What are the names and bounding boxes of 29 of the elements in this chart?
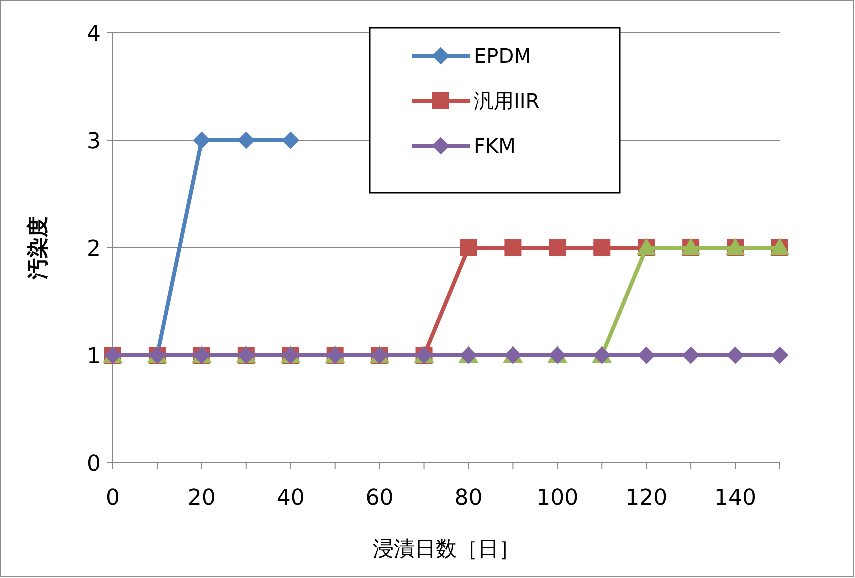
y-tick-label: 4 [87,22,101,47]
point [193,132,210,149]
x-tick-label: 140 [714,486,757,511]
x-tick-label: 120 [626,486,668,511]
y-tick-label: 3 [87,130,101,154]
point [549,240,566,256]
y-tick-label: 2 [87,237,101,262]
y-axis-title: 汚染度 [26,216,50,280]
legend-label: EPDM [474,44,532,68]
point [460,240,478,256]
y-tick-label: 0 [87,452,101,477]
point [727,347,744,364]
x-tick-label: 40 [276,486,305,511]
legend-label: 汎用IIR [474,89,540,113]
x-tick-label: 0 [106,486,120,511]
point [504,240,522,256]
x-axis-title: 浸漬日数［日］ [373,537,520,561]
x-tick-label: 80 [454,486,483,511]
point [772,347,788,364]
y-tick-label: 1 [87,344,101,370]
point [682,347,700,364]
x-tick-label: 60 [366,486,394,511]
legend-label: FKM [474,134,516,158]
point [238,132,255,149]
point [282,132,300,149]
x-tick-label: 100 [536,486,579,511]
point [638,347,656,364]
x-tick-label: 20 [188,486,216,511]
point [594,240,611,256]
